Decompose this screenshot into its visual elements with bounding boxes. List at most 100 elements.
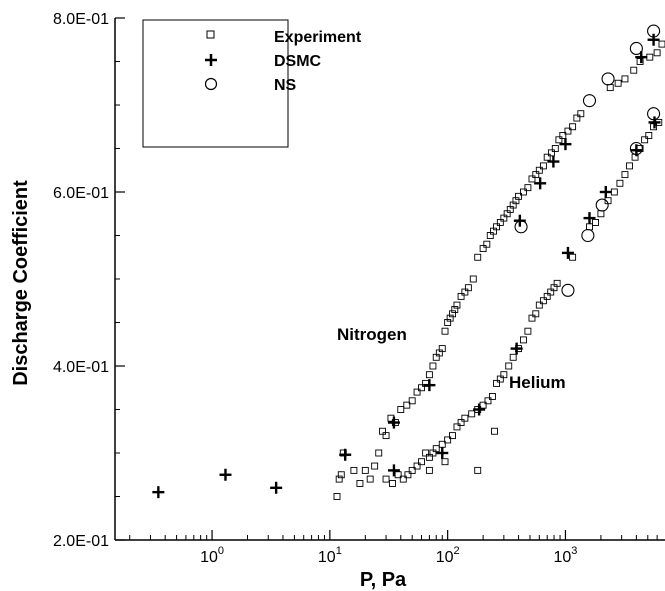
experiment-point (404, 471, 412, 479)
experiment-point (555, 136, 563, 144)
legend-marker-dsmc (205, 54, 217, 66)
dsmc-point (219, 468, 232, 481)
experiment-point (524, 184, 532, 192)
dsmc-point (534, 177, 547, 190)
experiment-point (528, 175, 536, 183)
annotation-helium: Helium (509, 373, 566, 392)
experiment-point (577, 110, 585, 118)
experiment-point (641, 136, 649, 144)
experiment-point (610, 188, 618, 196)
experiment-point (399, 475, 407, 483)
experiment-point (468, 410, 476, 418)
experiment-point (658, 40, 665, 48)
experiment-point (375, 449, 383, 457)
dsmc-point (387, 416, 400, 429)
experiment-point (505, 362, 513, 370)
experiment-point (457, 292, 465, 300)
experiment-point (425, 371, 433, 379)
ns-point (647, 24, 661, 38)
experiment-point (356, 480, 364, 487)
experiment-point (444, 319, 452, 326)
experiment-point (488, 393, 496, 400)
experiment-point (441, 458, 449, 466)
experiment-point (422, 449, 430, 457)
dsmc-point (152, 486, 165, 499)
experiment-point (413, 388, 421, 396)
y-tick-label: 8.0E-01 (53, 11, 109, 28)
dsmc-point (647, 33, 660, 46)
ns-point (595, 198, 609, 212)
x-tick-label-exponent: 1 (336, 545, 342, 557)
experiment-point (616, 179, 624, 187)
experiment-point (457, 419, 465, 426)
experiment-point (441, 327, 449, 335)
experiment-point (626, 162, 633, 170)
y-axis-title: Discharge Coefficient (10, 180, 32, 386)
ns-point (601, 72, 615, 86)
experiment-point (453, 423, 461, 431)
experiment-point (413, 462, 421, 470)
experiment-point (479, 245, 487, 253)
experiment-point (461, 414, 469, 422)
experiment-point (453, 301, 461, 309)
ns-point (629, 141, 643, 156)
y-tick-label: 2.0E-01 (53, 533, 109, 550)
ns-point (561, 283, 575, 297)
experiment-point (464, 284, 472, 292)
experiment-point (496, 218, 504, 226)
experiment-point (491, 427, 498, 435)
legend-marker-ns (204, 77, 218, 91)
experiment-point (606, 84, 614, 92)
experiment-point (515, 192, 523, 200)
experiment-point (474, 466, 482, 474)
dsmc-point (561, 246, 574, 259)
dsmc-point (648, 116, 661, 129)
experiment-point (371, 462, 379, 470)
legend-label-ns: NS (274, 77, 297, 94)
experiment-point (337, 471, 345, 479)
experiment-point (630, 66, 638, 74)
experiment-point (646, 53, 654, 61)
experiment-point (350, 466, 358, 474)
ns-point (629, 41, 643, 56)
experiment-point (543, 153, 551, 161)
experiment-point (408, 466, 416, 474)
annotation-nitrogen: Nitrogen (337, 325, 407, 344)
experiment-point (573, 114, 581, 122)
dsmc-point (510, 342, 523, 355)
experiment-point (461, 288, 469, 296)
x-tick-label-base: 10 (553, 549, 571, 566)
experiment-point (418, 458, 425, 466)
x-tick-label-base: 10 (200, 549, 218, 566)
x-tick-label-base: 10 (318, 549, 336, 566)
x-tick-label: 103 (553, 545, 577, 566)
experiment-point (621, 75, 629, 83)
experiment-point (543, 292, 551, 300)
experiment-point (564, 127, 572, 135)
y-tick-label: 4.0E-01 (53, 359, 109, 376)
experiment-point (569, 253, 577, 261)
experiment-point (524, 327, 532, 335)
experiment-point (484, 397, 492, 405)
x-tick-label-base: 10 (436, 549, 454, 566)
data-marks (152, 24, 665, 500)
experiment-point (539, 297, 547, 305)
dsmc-point (635, 51, 648, 64)
dsmc-point (436, 447, 449, 459)
dsmc-point (339, 448, 352, 461)
experiment-point (449, 310, 456, 318)
experiment-point (493, 379, 500, 387)
x-tick-label: 102 (436, 545, 460, 566)
experiment-point (528, 314, 536, 322)
experiment-point (539, 162, 547, 170)
dsmc-point (559, 138, 572, 151)
experiment-point (382, 475, 390, 483)
dsmc-point (473, 403, 486, 416)
experiment-point (519, 188, 527, 196)
x-tick-label-exponent: 0 (218, 545, 224, 557)
ns-point (582, 94, 597, 108)
x-tick-label: 101 (318, 545, 342, 566)
experiment-point (500, 371, 508, 379)
